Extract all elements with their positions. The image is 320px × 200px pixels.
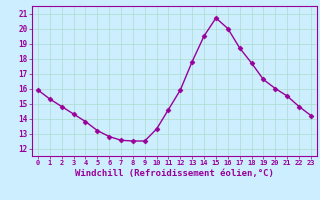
X-axis label: Windchill (Refroidissement éolien,°C): Windchill (Refroidissement éolien,°C) (75, 169, 274, 178)
